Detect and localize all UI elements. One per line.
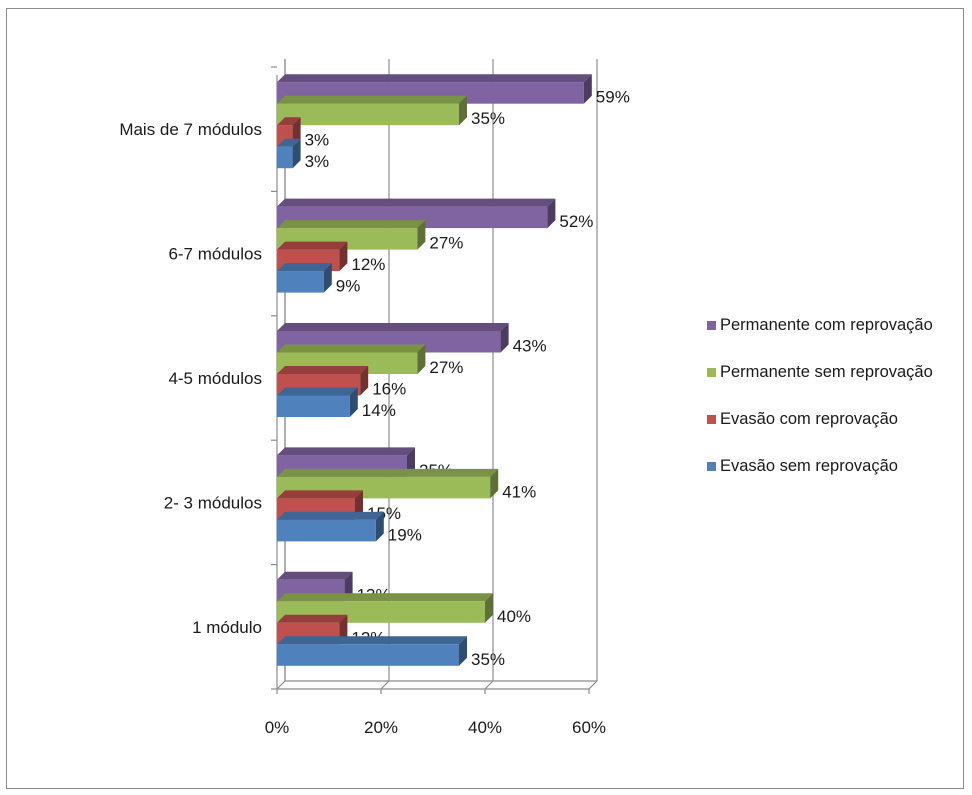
bar-evasao-sem-reprovacao-2-3-modulos-top (277, 511, 384, 520)
legend-label: Evasão sem reprovação (720, 457, 898, 475)
bar-permanente-sem-reprovacao-6-7-modulos-side (417, 220, 426, 250)
x-tick-label: 40% (468, 718, 502, 737)
bar-evasao-com-reprovacao-mais-de-7-modulos-top (277, 117, 301, 126)
floor-gridline (380, 680, 390, 690)
chart-frame: 0%20%40%60%13%40%12%35%1 módulo25%41%15%… (6, 8, 964, 789)
data-label: 9% (336, 277, 361, 296)
data-label: 27% (429, 358, 463, 377)
bar-permanente-sem-reprovacao-4-5-modulos-side (417, 344, 426, 374)
data-label: 3% (305, 131, 330, 150)
bar-evasao-sem-reprovacao-mais-de-7-modulos-side (292, 138, 301, 169)
data-label: 40% (497, 607, 531, 626)
legend-swatch (707, 415, 716, 424)
floor-gridline (484, 680, 494, 690)
bar-permanente-com-reprovacao-6-7-modulos-side (547, 198, 556, 229)
bar-evasao-sem-reprovacao-2-3-modulos (277, 519, 376, 542)
bar-evasao-sem-reprovacao-1-modulo (277, 644, 459, 666)
bar-evasao-sem-reprovacao-mais-de-7-modulos-top (277, 138, 301, 147)
legend-swatch (707, 368, 716, 377)
bar-permanente-com-reprovacao-mais-de-7-modulos-side (583, 74, 592, 104)
data-label: 43% (513, 337, 547, 356)
bar-evasao-sem-reprovacao-4-5-modulos (277, 395, 350, 417)
data-label: 41% (502, 482, 536, 501)
bar-permanente-sem-reprovacao-2-3-modulos-side (490, 468, 499, 499)
bar-permanente-com-reprovacao-4-5-modulos-side (500, 323, 509, 353)
bar-evasao-sem-reprovacao-1-modulo-top (277, 636, 467, 645)
bar-evasao-com-reprovacao-6-7-modulos-side (339, 241, 348, 272)
x-tick-label: 60% (572, 718, 606, 737)
bar-evasao-sem-reprovacao-mais-de-7-modulos (277, 146, 293, 169)
bar-evasao-sem-reprovacao-2-3-modulos-side (375, 511, 384, 542)
data-label: 35% (471, 650, 505, 669)
bar-evasao-sem-reprovacao-1-modulo-side (459, 636, 467, 666)
bar-permanente-com-reprovacao-6-7-modulos-top (277, 198, 556, 207)
data-label: 35% (471, 109, 505, 128)
bar-evasao-sem-reprovacao-4-5-modulos-side (349, 387, 358, 417)
data-label: 19% (388, 525, 422, 544)
data-label: 27% (429, 234, 463, 253)
category-label: 2- 3 módulos (164, 493, 262, 512)
bar-evasao-sem-reprovacao-4-5-modulos-top (277, 387, 358, 396)
legend-label: Permanente com reprovação (720, 316, 933, 334)
bar-permanente-sem-reprovacao-6-7-modulos-top (277, 220, 426, 229)
bar-evasao-sem-reprovacao-6-7-modulos-top (277, 263, 332, 272)
bar-evasao-com-reprovacao-4-5-modulos-side (360, 366, 369, 396)
bar-permanente-com-reprovacao-mais-de-7-modulos-top (277, 74, 592, 83)
bar-evasao-com-reprovacao-2-3-modulos-top (277, 490, 363, 499)
category-label: 4-5 módulos (168, 369, 262, 388)
bar-permanente-sem-reprovacao-mais-de-7-modulos (277, 103, 459, 126)
x-tick-label: 0% (265, 718, 290, 737)
bar-permanente-sem-reprovacao-4-5-modulos-top (277, 344, 426, 353)
bar-evasao-com-reprovacao-1-modulo-top (277, 614, 348, 623)
data-label: 59% (596, 88, 630, 107)
category-label: 6-7 módulos (168, 245, 262, 264)
category-label: 1 módulo (192, 618, 262, 637)
legend-label: Evasão com reprovação (720, 410, 898, 428)
bar-permanente-sem-reprovacao-mais-de-7-modulos-top (277, 95, 467, 104)
bar-evasao-sem-reprovacao-6-7-modulos (277, 271, 324, 293)
bar-permanente-sem-reprovacao-2-3-modulos-top (277, 468, 499, 477)
bar-evasao-com-reprovacao-4-5-modulos-top (277, 366, 369, 374)
legend-label: Permanente sem reprovação (720, 363, 933, 381)
x-tick-label: 20% (364, 718, 398, 737)
floor-gridline (588, 680, 598, 690)
bar-evasao-com-reprovacao-6-7-modulos-top (277, 241, 348, 250)
data-label: 52% (559, 212, 593, 231)
bar-permanente-com-reprovacao-4-5-modulos-top (277, 323, 509, 331)
floor-gridline (276, 680, 286, 690)
bar-permanente-sem-reprovacao-1-modulo-top (277, 593, 493, 602)
category-label: Mais de 7 módulos (119, 120, 262, 139)
bar-permanente-com-reprovacao-1-modulo-top (277, 571, 353, 580)
bar-evasao-sem-reprovacao-6-7-modulos-side (323, 263, 332, 293)
data-label: 3% (305, 152, 330, 171)
bar-permanente-com-reprovacao-2-3-modulos-top (277, 447, 415, 456)
data-label: 12% (351, 255, 385, 274)
legend-swatch (707, 321, 716, 330)
bar-permanente-sem-reprovacao-mais-de-7-modulos-side (459, 95, 467, 126)
bar-permanente-sem-reprovacao-1-modulo-side (485, 593, 493, 623)
data-label: 14% (362, 401, 396, 420)
data-label: 16% (372, 380, 406, 399)
legend-swatch (707, 462, 716, 471)
bar-chart: 0%20%40%60%13%40%12%35%1 módulo25%41%15%… (119, 59, 933, 737)
